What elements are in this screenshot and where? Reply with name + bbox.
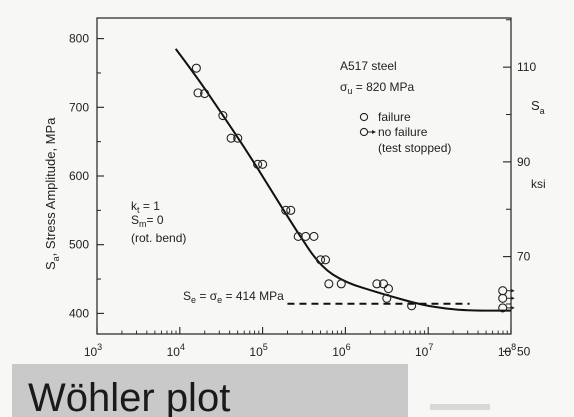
no-failure-points <box>498 286 515 313</box>
right-tick-label: 70 <box>517 250 531 264</box>
failure-point <box>372 279 382 289</box>
failure-point <box>193 88 203 98</box>
x-tick-label: 104 <box>167 342 185 359</box>
fit-curve <box>174 48 511 312</box>
y-tick-label: 700 <box>69 100 89 114</box>
failure-point <box>336 279 346 289</box>
failure-point <box>378 279 389 289</box>
failure-point <box>383 284 394 294</box>
legend-no-failure-label: no failure <box>378 125 428 139</box>
plot-frame <box>96 17 512 335</box>
no-failure-point <box>498 286 508 296</box>
failure-point <box>316 255 326 265</box>
failure-point <box>324 279 334 289</box>
failure-point <box>258 159 268 169</box>
failure-point <box>200 89 210 99</box>
x-tick-label: 105 <box>249 342 267 359</box>
x-tick-label: 103 <box>84 342 102 359</box>
rot-bend-label: (rot. bend) <box>131 231 186 245</box>
left-y-ticks: 400 500 600 700 800 <box>69 32 104 320</box>
y-tick-label: 800 <box>69 32 89 46</box>
failure-point <box>407 301 417 311</box>
legend-no-failure-note: (test stopped) <box>378 141 451 155</box>
failure-points <box>191 63 417 311</box>
legend-failure-label: failure <box>378 110 411 124</box>
x-tick-label: 107 <box>415 342 433 359</box>
failure-point <box>253 159 263 169</box>
failure-point <box>286 205 296 215</box>
sm-label: Sm= 0 <box>131 213 164 229</box>
failure-point <box>281 205 291 215</box>
y-axis-title: Sa, Stress Amplitude, MPa <box>43 117 61 270</box>
failure-point <box>382 293 392 303</box>
x-ticks: 103 104 105 106 107 108 <box>84 327 516 359</box>
failure-point <box>218 110 228 121</box>
sigma-u-label: σu = 820 MPa <box>340 80 414 96</box>
y-tick-label: 600 <box>69 169 89 183</box>
right-axis-label: Sa <box>531 98 545 116</box>
right-tick-label: 110 <box>517 60 536 74</box>
kt-label: kt = 1 <box>131 199 160 215</box>
right-tick-label: 50 <box>517 344 531 358</box>
no-failure-point <box>498 293 508 303</box>
endurance-label: Se = σe = 414 MPa <box>183 289 284 305</box>
failure-point <box>226 133 236 143</box>
failure-point <box>191 63 201 73</box>
legend-failure-marker <box>359 112 369 122</box>
failure-point <box>301 231 311 242</box>
legend-no-failure-marker <box>359 127 369 137</box>
right-tick-label: 90 <box>517 155 531 169</box>
x-tick-label: 106 <box>332 342 350 359</box>
caption-title: Wöhler plot <box>28 376 231 417</box>
failure-point <box>309 231 319 242</box>
right-y-ticks: 50 70 90 110 <box>503 19 536 358</box>
failure-point <box>320 255 331 265</box>
right-axis-unit: ksi <box>531 177 546 191</box>
x-tick-label: 108 <box>498 342 516 359</box>
y-tick-label: 500 <box>69 238 89 252</box>
corner-smudge <box>430 404 490 410</box>
failure-point <box>233 133 243 143</box>
y-tick-label: 400 <box>69 306 89 320</box>
caption-box: Wöhler plot <box>12 364 408 417</box>
material-label: A517 steel <box>340 59 397 73</box>
